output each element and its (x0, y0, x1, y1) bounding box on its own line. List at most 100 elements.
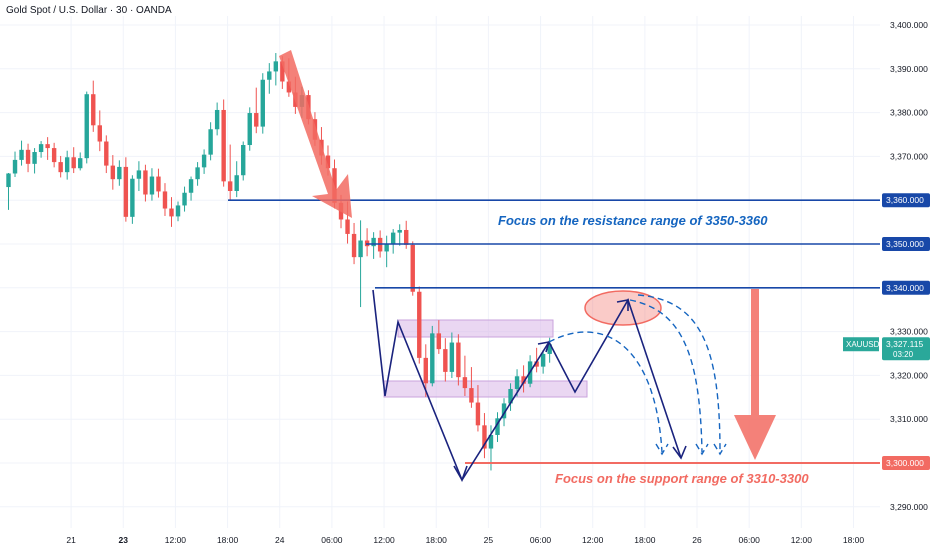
candle-body (110, 165, 116, 180)
candle-body (6, 173, 11, 188)
candle-body (175, 205, 181, 217)
candle-body (449, 342, 455, 372)
candle-body (280, 61, 285, 82)
candle-body (136, 170, 142, 179)
candle-body (547, 344, 552, 354)
down-arrow-large (279, 50, 352, 218)
y-tick-label: 3,370.000 (890, 151, 928, 161)
candle-body (456, 342, 461, 378)
axis-layer: 3,290.000 3,300.000 3,310.000 3,320.000 3,33… (66, 20, 930, 545)
candle-body (201, 154, 207, 168)
level-price-badge (882, 280, 930, 295)
x-tick-label: 12:00 (165, 535, 187, 545)
countdown-label: 03:20 (893, 350, 914, 359)
candle-body (91, 94, 96, 126)
x-tick-label: 21 (66, 535, 76, 545)
candle-body (267, 71, 272, 80)
candle-body (64, 157, 70, 173)
candle-body (117, 166, 122, 180)
projected-path (372, 289, 682, 482)
current-price-label: 3,327.115 (886, 339, 923, 349)
support-annotation: Focus on the support range of 3310-3300 (555, 471, 809, 486)
candle-body (397, 229, 402, 233)
candle-body (169, 208, 174, 217)
x-tick-label: 18:00 (634, 535, 656, 545)
current-price-badge (882, 337, 930, 361)
candle-body (345, 219, 350, 234)
candle-body (260, 79, 265, 127)
candle-body (488, 434, 494, 449)
level-price-badge (882, 237, 930, 251)
x-tick-label: 06:00 (530, 535, 552, 545)
candle-body (19, 149, 24, 160)
candle-body (51, 148, 57, 163)
y-tick-label: 3,290.000 (890, 502, 928, 512)
x-tick-label: 12:00 (791, 535, 813, 545)
candle-body (123, 166, 129, 217)
candle-body (384, 243, 389, 252)
candle-body (78, 158, 83, 169)
projection-arrow-head (695, 443, 709, 456)
candle-layer (6, 53, 552, 471)
y-tick-label: 3,330.000 (890, 327, 928, 337)
candle-body (25, 149, 31, 164)
candle-body (227, 181, 233, 192)
candle-body (208, 129, 213, 155)
x-tick-label: 18:00 (217, 535, 239, 545)
candle-body (97, 125, 102, 142)
candle-body (410, 244, 415, 292)
candle-body (358, 240, 363, 258)
support-zone-box (383, 380, 588, 398)
resistance-annotation: Focus on the resistance range of 3350-33… (498, 213, 768, 228)
x-tick-label: 25 (484, 535, 494, 545)
candle-body (234, 175, 239, 192)
candle-body (162, 191, 168, 209)
candle-body (501, 403, 507, 419)
candle-body (514, 376, 520, 389)
candle-body (247, 113, 252, 146)
candle-body (351, 233, 357, 258)
candle-body (436, 333, 442, 350)
candle-body (104, 141, 109, 166)
grid-layer (0, 16, 880, 528)
y-tick-label: 3,310.000 (890, 414, 928, 424)
y-tick-label: 3,390.000 (890, 64, 928, 74)
ticker-badge (843, 337, 879, 352)
level-price-label: 3,340.000 (886, 283, 924, 293)
candle-body (390, 232, 396, 244)
candle-body (534, 361, 539, 367)
candle-body (443, 349, 448, 372)
candle-body (475, 402, 481, 426)
x-tick-label: 24 (275, 535, 285, 545)
candle-body (195, 167, 200, 180)
candle-body (404, 229, 409, 245)
level-price-label: 3,360.000 (886, 195, 924, 205)
candle-body (273, 61, 279, 72)
candle-body (469, 388, 474, 403)
arrow-head (672, 445, 687, 460)
x-tick-label: 18:00 (843, 535, 865, 545)
candle-body (143, 170, 148, 195)
candle-body (423, 357, 428, 384)
candle-body (430, 333, 435, 384)
x-tick-label: 18:00 (426, 535, 448, 545)
arrow-head (453, 465, 468, 482)
down-arrow-target (734, 289, 776, 460)
level-price-label: 3,300.000 (886, 458, 924, 468)
candle-body (521, 376, 526, 384)
y-tick-label: 3,400.000 (890, 20, 928, 30)
candle-body (58, 162, 63, 173)
candle-body (325, 155, 331, 169)
candle-body (417, 291, 422, 358)
candle-body (45, 144, 50, 149)
candle-body (482, 425, 487, 449)
x-tick-label: 26 (692, 535, 702, 545)
candle-body (182, 192, 187, 206)
level-price-label: 3,350.000 (886, 239, 924, 249)
projection-arc (548, 331, 663, 453)
candle-body (540, 353, 546, 367)
projection-arc (629, 299, 703, 453)
level-price-badge (882, 456, 930, 470)
x-tick-label: 12:00 (582, 535, 604, 545)
